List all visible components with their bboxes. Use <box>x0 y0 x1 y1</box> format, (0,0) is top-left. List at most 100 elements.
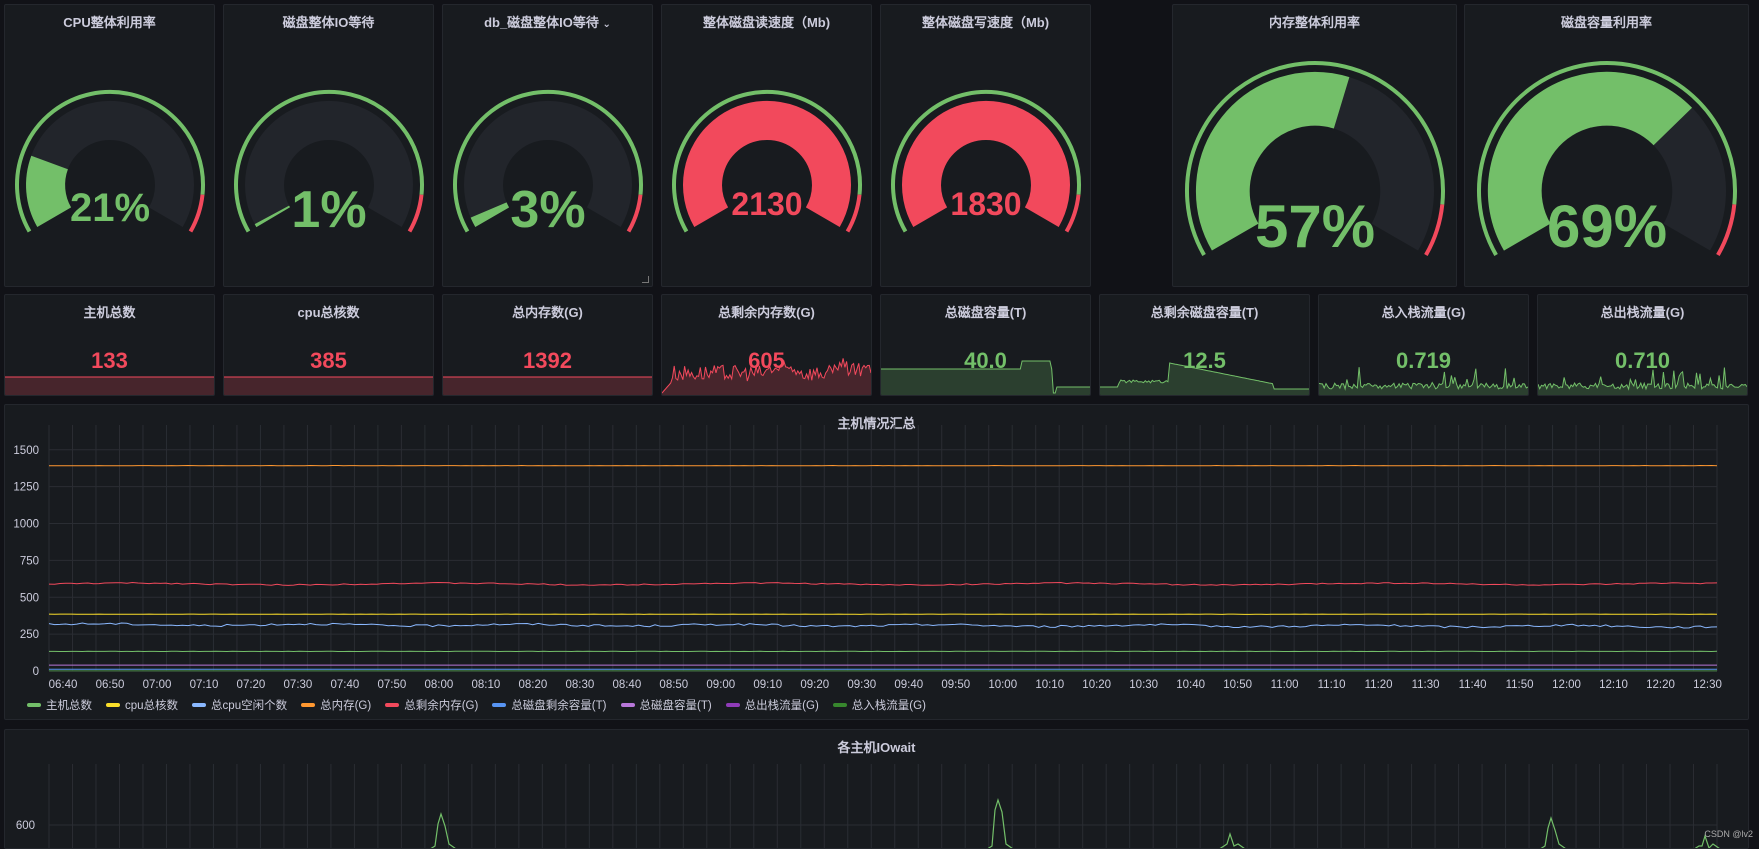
y-tick-label: 1500 <box>13 445 39 457</box>
legend-swatch <box>492 703 506 707</box>
stat-panel-disk-free[interactable]: 总剩余磁盘容量(T) 12.5 <box>1099 294 1310 396</box>
iowait-chart-panel[interactable]: 各主机IOwait 600 <box>4 729 1749 849</box>
legend-label: 总剩余内存(G) <box>404 697 478 713</box>
panel-title: 总磁盘容量(T) <box>881 302 1090 321</box>
legend-label: cpu总核数 <box>125 697 178 713</box>
gauge-panel-disk-io[interactable]: 1% 磁盘整体IO等待 <box>223 4 434 287</box>
x-tick-label: 08:40 <box>612 679 641 691</box>
legend-label: 总出栈流量(G) <box>745 697 819 713</box>
legend-label: 总cpu空闲个数 <box>211 697 287 713</box>
stat-value: 0.710 <box>1538 348 1747 374</box>
panel-title: 总剩余内存数(G) <box>662 302 871 321</box>
legend-label: 总内存(G) <box>320 697 371 713</box>
gauge-panel-db-disk-io[interactable]: 3%db_磁盘整体IO等待 ⌄ <box>442 4 653 287</box>
legend-item[interactable]: 总入栈流量(G) <box>833 697 926 713</box>
x-tick-label: 07:40 <box>331 679 360 691</box>
legend-swatch <box>106 703 120 707</box>
panel-title: 总出栈流量(G) <box>1538 302 1747 321</box>
stat-panel-mem-total[interactable]: 总内存数(G) 1392 <box>442 294 653 396</box>
legend-swatch <box>833 703 847 707</box>
iowait-line-chart: 600 <box>5 730 1749 849</box>
y-tick-label: 1000 <box>13 519 39 531</box>
legend-item[interactable]: 总剩余内存(G) <box>385 697 478 713</box>
stat-panel-cores[interactable]: cpu总核数 385 <box>223 294 434 396</box>
y-tick-label: 600 <box>16 820 35 832</box>
y-tick-label: 1250 <box>13 482 39 494</box>
stat-value: 605 <box>662 348 871 374</box>
stat-panel-net-in[interactable]: 总入栈流量(G) 0.719 <box>1318 294 1529 396</box>
iowait-peak-0 <box>427 814 459 849</box>
x-tick-label: 09:30 <box>847 679 876 691</box>
x-tick-label: 11:10 <box>1318 679 1346 691</box>
legend-item[interactable]: 主机总数 <box>27 697 92 713</box>
legend-item[interactable]: 总磁盘剩余容量(T) <box>492 697 606 713</box>
legend-item[interactable]: 总出栈流量(G) <box>726 697 819 713</box>
legend-item[interactable]: 总cpu空闲个数 <box>192 697 287 713</box>
gauge-panel-disk-cap[interactable]: 69%磁盘容量利用率 <box>1464 4 1749 287</box>
legend-swatch <box>301 703 315 707</box>
panel-title: 总剩余磁盘容量(T) <box>1100 302 1309 321</box>
gauge-panel-cpu[interactable]: 21% CPU整体利用率 <box>4 4 215 287</box>
x-tick-label: 08:50 <box>659 679 688 691</box>
x-tick-label: 07:20 <box>237 679 266 691</box>
gauge-svg: 69% <box>1465 5 1749 287</box>
stat-panel-mem-free[interactable]: 总剩余内存数(G) 605 <box>661 294 872 396</box>
resize-handle-icon[interactable] <box>642 276 649 283</box>
x-tick-label: 12:30 <box>1693 679 1722 691</box>
panel-title: cpu总核数 <box>224 302 433 321</box>
y-tick-label: 250 <box>20 629 39 641</box>
stat-value: 40.0 <box>881 348 1090 374</box>
panel-title: 整体磁盘读速度（Mb) <box>662 12 871 31</box>
sparkline-area <box>443 377 652 395</box>
gauge-value-text: 21% <box>70 186 150 230</box>
y-tick-label: 0 <box>33 666 39 678</box>
sparkline-area <box>224 377 433 395</box>
x-tick-label: 06:40 <box>49 679 78 691</box>
x-tick-label: 07:50 <box>378 679 407 691</box>
x-tick-label: 10:20 <box>1082 679 1111 691</box>
x-tick-label: 10:30 <box>1129 679 1158 691</box>
x-tick-label: 10:10 <box>1035 679 1064 691</box>
gauge-value-text: 1830 <box>950 186 1021 222</box>
panel-title: db_磁盘整体IO等待 ⌄ <box>443 12 652 31</box>
gauge-value-arc <box>272 215 273 217</box>
gauge-value-arc <box>489 210 493 217</box>
chevron-down-icon[interactable]: ⌄ <box>603 19 611 30</box>
y-tick-label: 750 <box>20 555 39 567</box>
gauge-value-text: 2130 <box>731 186 802 222</box>
x-tick-label: 10:50 <box>1223 679 1252 691</box>
legend-item[interactable]: 总内存(G) <box>301 697 371 713</box>
x-tick-label: 07:00 <box>143 679 172 691</box>
gauge-svg: 1830 <box>881 5 1091 287</box>
x-tick-label: 11:40 <box>1459 679 1487 691</box>
legend-swatch <box>192 703 206 707</box>
x-tick-label: 12:20 <box>1646 679 1675 691</box>
x-tick-label: 11:50 <box>1506 679 1534 691</box>
legend-item[interactable]: cpu总核数 <box>106 697 178 713</box>
gauge-value-text: 69% <box>1547 193 1667 260</box>
legend-swatch <box>27 703 41 707</box>
gauge-svg: 1% <box>224 5 434 287</box>
x-tick-label: 09:20 <box>800 679 829 691</box>
x-tick-label: 08:10 <box>471 679 500 691</box>
panel-title: 磁盘整体IO等待 <box>224 12 433 31</box>
gauge-panel-mem[interactable]: 57%内存整体利用率 <box>1172 4 1457 287</box>
x-tick-label: 11:00 <box>1271 679 1299 691</box>
x-tick-label: 07:10 <box>190 679 219 691</box>
stat-value: 12.5 <box>1100 348 1309 374</box>
stat-value: 0.719 <box>1319 348 1528 374</box>
gauge-panel-disk-read[interactable]: 2130 整体磁盘读速度（Mb) <box>661 4 872 287</box>
legend-item[interactable]: 总磁盘容量(T) <box>621 697 712 713</box>
x-tick-label: 09:10 <box>753 679 782 691</box>
stat-panel-disk-total[interactable]: 总磁盘容量(T) 40.0 <box>880 294 1091 396</box>
stat-panel-net-out[interactable]: 总出栈流量(G) 0.710 <box>1537 294 1748 396</box>
gauge-value-text: 1% <box>291 181 366 239</box>
watermark: CSDN @lv2 <box>1704 829 1753 839</box>
gauge-value-arc <box>46 163 55 218</box>
x-tick-label: 08:00 <box>424 679 453 691</box>
stat-panel-hosts[interactable]: 主机总数 133 <box>4 294 215 396</box>
panel-title: CPU整体利用率 <box>5 12 214 31</box>
stat-value: 133 <box>5 348 214 374</box>
